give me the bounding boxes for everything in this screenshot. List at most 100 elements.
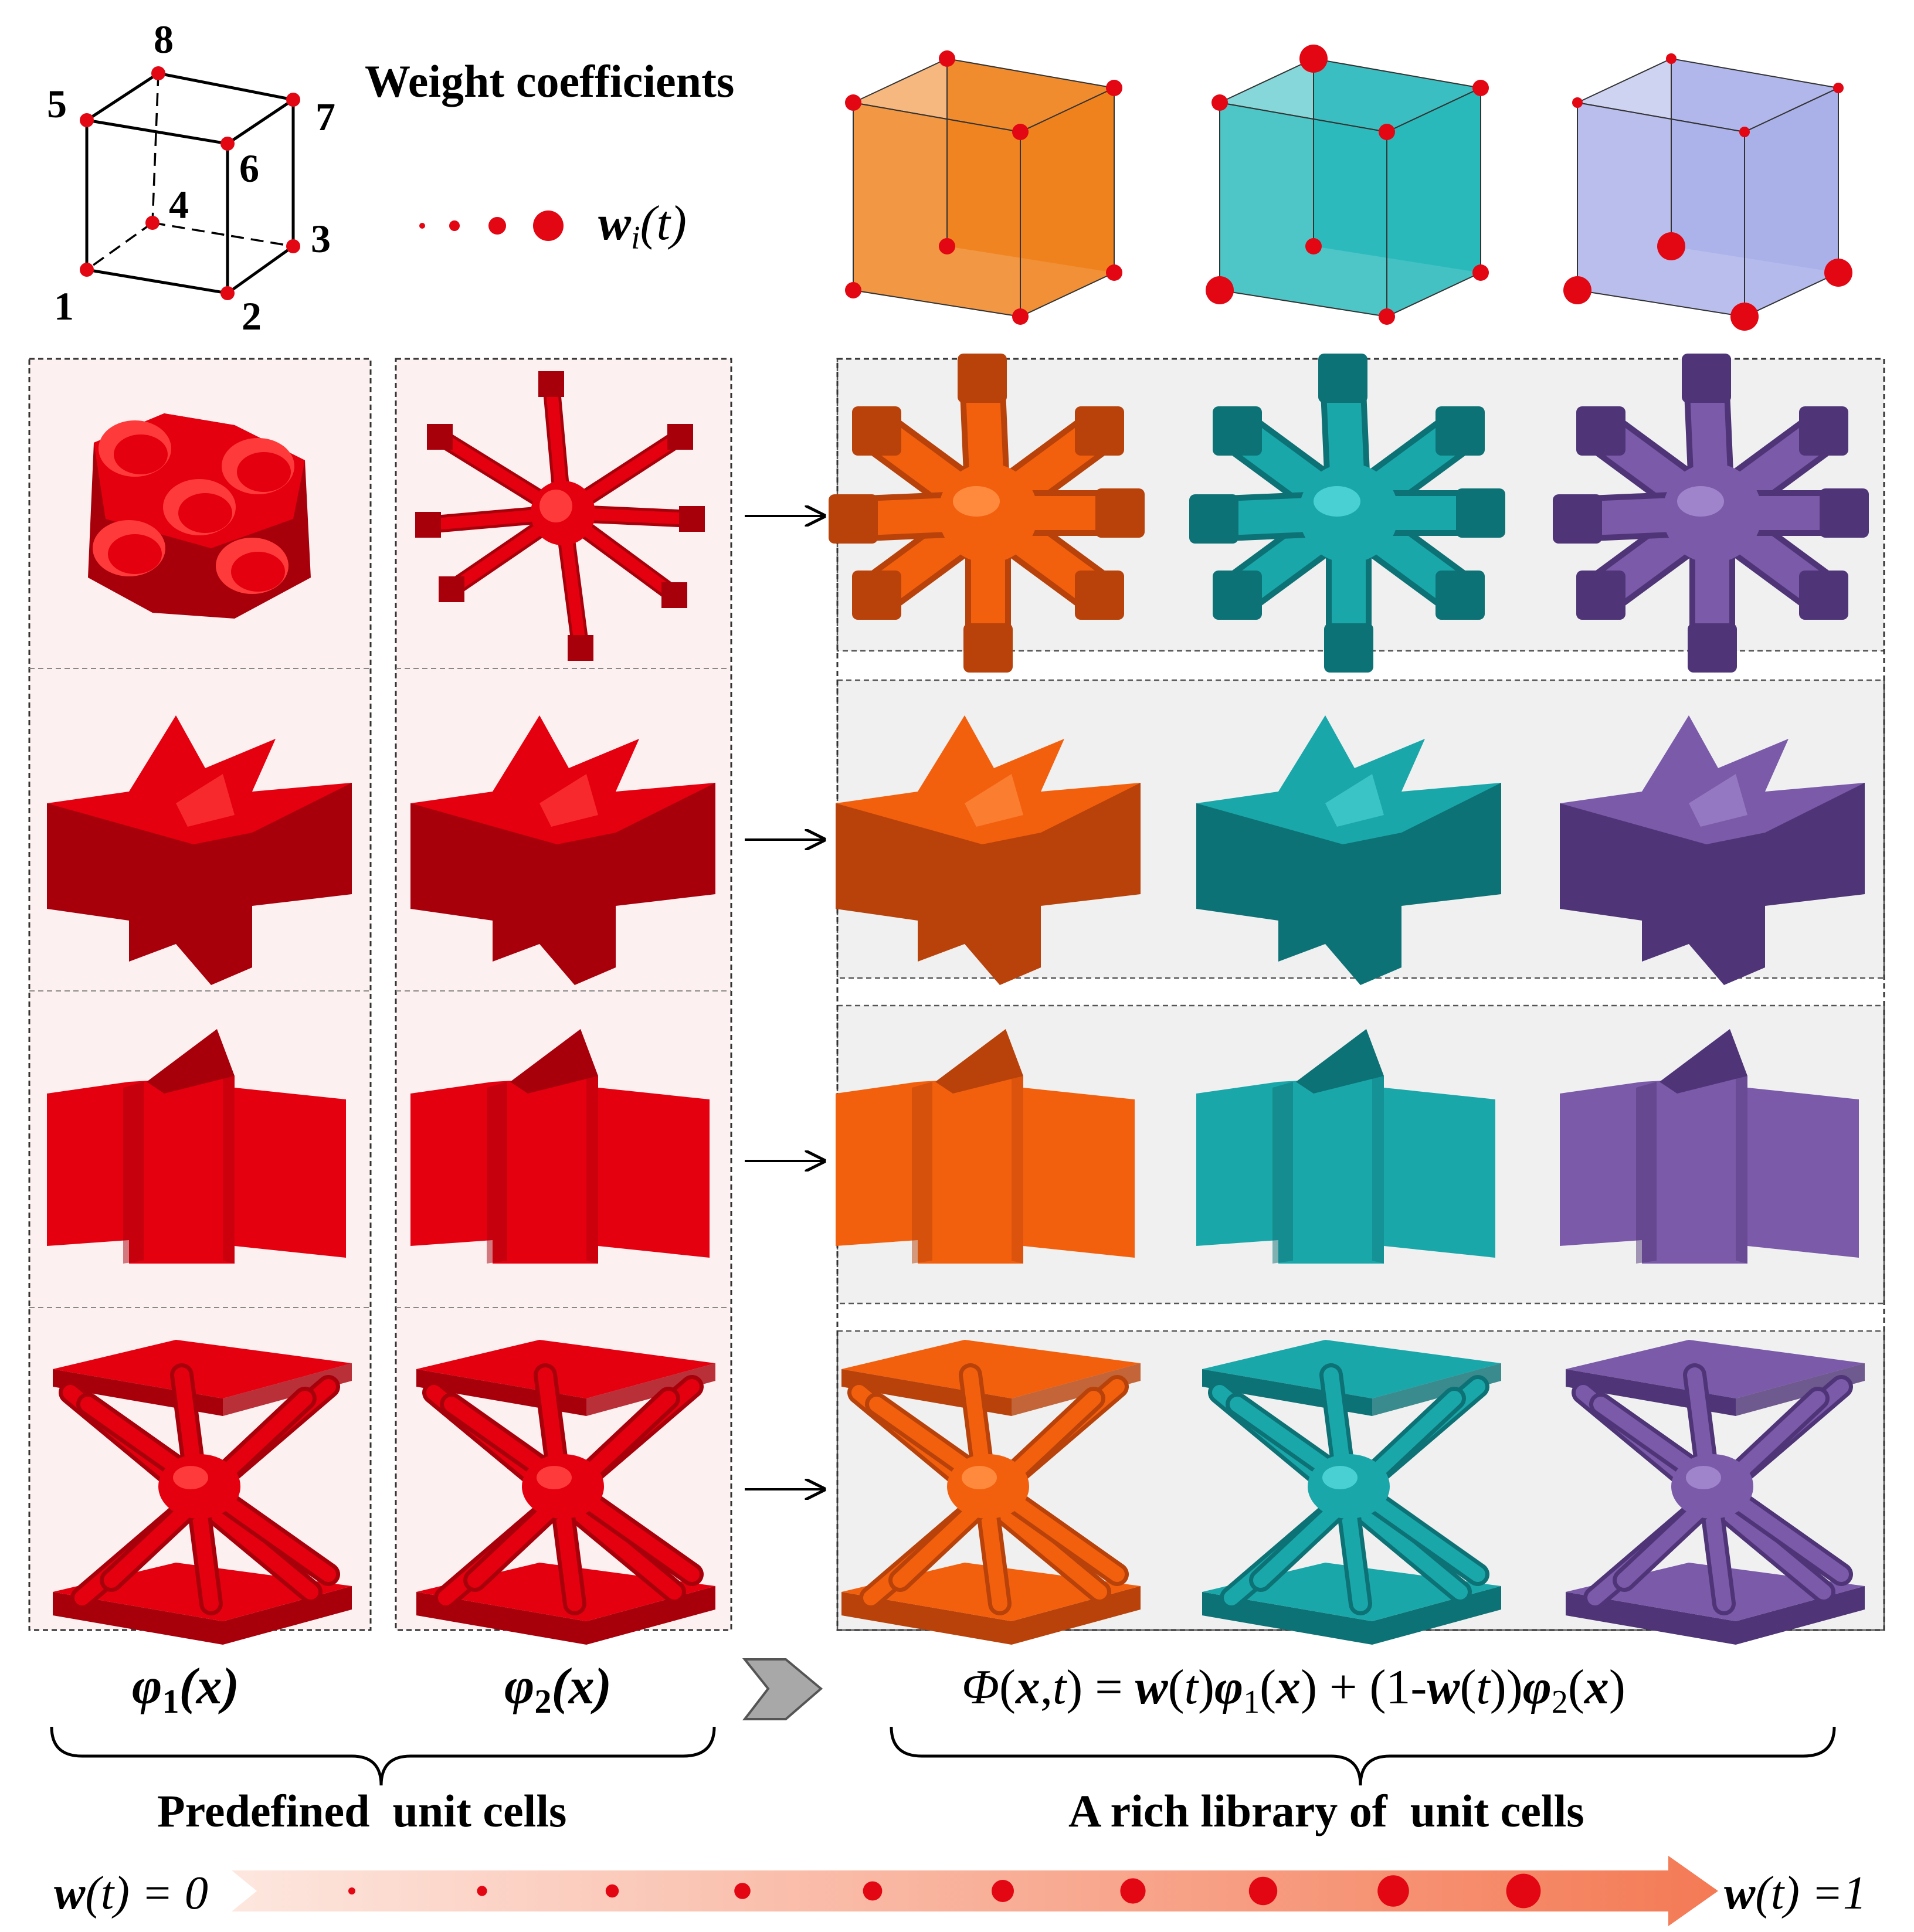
formula-blend-part: ( — [1568, 1660, 1584, 1714]
axis-dot — [1248, 1876, 1278, 1906]
captions: Predefined unit cells A rich library of … — [157, 1785, 1584, 1836]
brace-library — [890, 1726, 1836, 1786]
cube-vertex-dot — [1379, 124, 1395, 140]
formula-phi2-arg: (x) — [551, 1658, 612, 1715]
axis-label-right: w(t) =1 — [1724, 1868, 1867, 1919]
formula-phi2-sym: φ — [504, 1658, 534, 1715]
formula-blend-part: φ — [1523, 1660, 1552, 1714]
weight-symbol-sub: i — [631, 220, 640, 256]
formula-blend-part: ( — [1168, 1660, 1185, 1714]
formula-phi1-sub: 1 — [162, 1682, 179, 1720]
unit-cell-x-strut-plate-red — [53, 1340, 352, 1645]
wireframe-vertices — [80, 66, 300, 300]
formula-blend-part: )) — [1490, 1660, 1523, 1714]
cube-vertex-dot — [1833, 83, 1844, 93]
unit-cell-shapes — [47, 354, 1869, 1645]
unit-cell-cross-plate-orange — [836, 1029, 1135, 1264]
vertex-labels: 1 2 3 4 5 6 7 8 — [47, 17, 335, 338]
vertex-label-3: 3 — [311, 216, 331, 261]
cube-vertex-dot — [1012, 124, 1029, 140]
cube-vertex-dot — [1472, 264, 1489, 281]
formulas: φ1(x) φ2(x) Φ(x,t) = w(t)φ1(x) + (1-w(t)… — [132, 1658, 1625, 1720]
vertex-label-2: 2 — [242, 294, 262, 338]
axis-dot — [1120, 1878, 1146, 1904]
cube-vertex-dot — [1379, 308, 1395, 325]
braces — [50, 1726, 1836, 1786]
cube-vertex-dot — [1657, 232, 1685, 260]
cube-vertex-dot — [845, 282, 861, 298]
unit-cell-star-fin-red — [410, 715, 715, 985]
unit-cell-x-strut-plate-purple — [1566, 1340, 1865, 1645]
vertex-label-6: 6 — [239, 146, 259, 191]
cube-vertex-dot — [1730, 303, 1759, 331]
cube-vertex-dot — [1824, 259, 1852, 287]
formula-blend-part: w — [1135, 1660, 1169, 1714]
formula-phi1-arg: (x) — [179, 1658, 239, 1715]
weight-symbol-w: w — [598, 196, 632, 250]
formula-blend-part: ) + (1- — [1301, 1660, 1427, 1714]
vertex-label-7: 7 — [315, 94, 335, 139]
axis-label-left-rest: (t) = 0 — [85, 1868, 208, 1919]
caption-library: A rich library of unit cells — [1068, 1785, 1584, 1836]
transform-arrow — [742, 1658, 823, 1720]
vertex-label-8: 8 — [154, 17, 174, 62]
axis-label-right-w: w — [1724, 1868, 1756, 1919]
unit-cell-x-strut-plate-red — [416, 1340, 715, 1645]
cube-vertex-dot — [1305, 238, 1322, 254]
formula-blend-part: t — [1185, 1660, 1200, 1714]
cube-vertex-dot — [1106, 264, 1122, 281]
formula-blend-part: t — [1476, 1660, 1491, 1714]
formula-blend-part: t — [1053, 1660, 1068, 1714]
formula-blend-part: ) — [1198, 1660, 1214, 1714]
formula-blend-part: , — [1040, 1660, 1053, 1714]
cube-vertex-dot — [1472, 80, 1489, 96]
legend-title: Weight coefficients — [365, 56, 734, 107]
unit-cell-gyroid-cross-purple — [1553, 354, 1869, 673]
unit-cell-star-fin-red — [47, 715, 352, 985]
axis-dot — [1506, 1873, 1541, 1909]
vertex-label-1: 1 — [54, 284, 74, 328]
formula-phi1: φ1(x) — [132, 1658, 239, 1720]
weight-dots — [419, 210, 564, 241]
formula-blend-part: w — [1427, 1660, 1460, 1714]
formula-phi2-sub: 2 — [534, 1682, 551, 1720]
cube-vertex-dot — [939, 50, 955, 67]
unit-cell-star-fin-purple — [1560, 715, 1865, 985]
cube-vertex-dot — [1563, 276, 1591, 304]
formula-blend-part: 2 — [1552, 1684, 1568, 1720]
cube-front-face — [853, 101, 1021, 318]
unit-cell-star-fin-orange — [836, 715, 1141, 985]
sample-cube-purple — [1563, 53, 1852, 331]
formula-blend-part: ) = — [1066, 1660, 1135, 1714]
axis-dot — [605, 1884, 619, 1898]
unit-cell-cross-plate-purple — [1560, 1029, 1859, 1264]
unit-cell-gyroid-cross-orange — [829, 354, 1145, 673]
unit-cell-gyroid-cross-teal — [1189, 354, 1505, 673]
axis-label-left-w: w — [54, 1868, 86, 1919]
axis-dot — [992, 1880, 1014, 1902]
formula-blend-part: ) — [1609, 1660, 1625, 1714]
cube-vertex-dot — [1739, 127, 1750, 137]
sample-cube-teal — [1206, 45, 1489, 325]
unit-cell-gyroid-cross-red — [88, 413, 311, 619]
cube-front-face — [1577, 101, 1745, 318]
formula-phi1-sym: φ — [132, 1658, 162, 1715]
cube-vertex-dot — [1572, 97, 1583, 108]
cube-vertex-dot — [1299, 45, 1328, 73]
axis-label-left: w(t) = 0 — [54, 1868, 208, 1919]
unit-cell-star-fin-teal — [1196, 715, 1501, 985]
axis-dot — [348, 1887, 355, 1894]
unit-cell-cross-plate-teal — [1196, 1029, 1495, 1264]
axis-label-right-rest: (t) =1 — [1755, 1868, 1867, 1919]
legend: 1 2 3 4 5 6 7 8 Weight coefficients wi(t… — [47, 17, 734, 338]
bottom-axis: w(t) = 0 w(t) =1 — [54, 1856, 1867, 1926]
sample-cube-orange — [845, 50, 1122, 325]
vertex-label-4: 4 — [169, 182, 189, 227]
axis-dot — [863, 1881, 883, 1901]
vertex-label-5: 5 — [47, 82, 67, 126]
weight-axis-arrow — [232, 1856, 1718, 1926]
cube-vertex-dot — [845, 94, 861, 111]
cube-vertex-dot — [1012, 308, 1029, 325]
formula-blend-part: φ — [1214, 1660, 1243, 1714]
